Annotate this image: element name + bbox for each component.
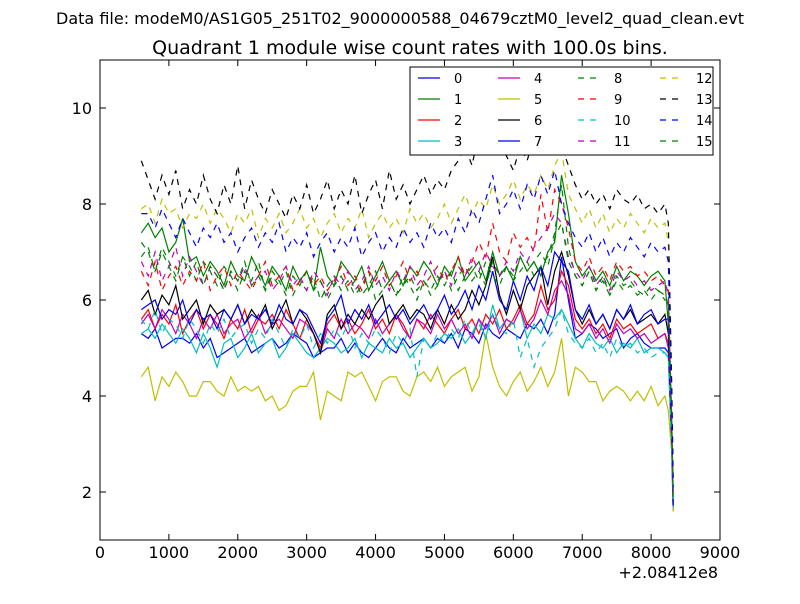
figure-suptitle: Data file: modeM0/AS1G05_251T02_90000005… bbox=[56, 9, 744, 29]
legend-entry-11: 11 bbox=[578, 135, 631, 150]
legend-label: 7 bbox=[534, 135, 542, 150]
x-tick-label: 9000 bbox=[700, 543, 741, 562]
series-line-8 bbox=[140, 184, 674, 493]
legend-label: 9 bbox=[614, 93, 622, 108]
series-line-10 bbox=[140, 307, 674, 507]
legend-label: 5 bbox=[534, 93, 542, 108]
series-line-11 bbox=[140, 212, 674, 493]
legend-label: 11 bbox=[614, 135, 631, 150]
x-tick-label: 3000 bbox=[286, 543, 327, 562]
legend-label: 6 bbox=[534, 114, 542, 129]
chart-title: Quadrant 1 module wise count rates with … bbox=[152, 37, 668, 59]
legend-entry-0: 0 bbox=[418, 72, 462, 87]
series-line-15 bbox=[140, 221, 674, 497]
legend-label: 3 bbox=[454, 135, 462, 150]
legend-entry-9: 9 bbox=[578, 93, 622, 108]
series-line-1 bbox=[140, 175, 674, 497]
legend-box bbox=[409, 66, 714, 156]
series-lines bbox=[140, 103, 674, 512]
legend-entry-13: 13 bbox=[660, 93, 713, 108]
series-line-13 bbox=[140, 103, 674, 478]
legend-entry-12: 12 bbox=[660, 72, 713, 87]
legend-label: 13 bbox=[696, 93, 713, 108]
legend-label: 1 bbox=[454, 93, 462, 108]
legend-label: 14 bbox=[696, 114, 713, 129]
legend-label: 15 bbox=[696, 135, 713, 150]
y-tick-label: 2 bbox=[82, 483, 92, 502]
series-line-0 bbox=[140, 256, 674, 507]
legend-label: 8 bbox=[614, 72, 622, 87]
y-tick-label: 6 bbox=[82, 291, 92, 310]
x-tick-label: 1000 bbox=[149, 543, 190, 562]
series-line-14 bbox=[141, 170, 674, 488]
legend-label: 0 bbox=[454, 72, 462, 87]
legend-entry-8: 8 bbox=[578, 72, 622, 87]
legend-entry-1: 1 bbox=[418, 93, 462, 108]
legend-entry-15: 15 bbox=[660, 135, 713, 150]
legend-entry-3: 3 bbox=[418, 135, 462, 150]
series-line-12 bbox=[140, 149, 674, 483]
series-line-4 bbox=[140, 279, 674, 512]
y-tick-label: 10 bbox=[72, 99, 92, 118]
x-tick-label: 2000 bbox=[217, 543, 258, 562]
x-tick-label: 7000 bbox=[562, 543, 603, 562]
series-line-9 bbox=[140, 187, 674, 493]
x-tick-label: 5000 bbox=[424, 543, 465, 562]
x-tick-label: 8000 bbox=[631, 543, 672, 562]
series-line-7 bbox=[140, 250, 674, 507]
legend-label: 12 bbox=[696, 72, 713, 87]
legend-entry-5: 5 bbox=[498, 93, 542, 108]
legend-entry-2: 2 bbox=[418, 114, 462, 129]
legend-entry-14: 14 bbox=[660, 114, 713, 129]
legend-entry-10: 10 bbox=[578, 114, 631, 129]
x-offset-label: +2.08412e8 bbox=[618, 563, 718, 582]
legend-label: 2 bbox=[454, 114, 462, 129]
series-line-5 bbox=[140, 333, 674, 512]
legend-entry-4: 4 bbox=[498, 72, 542, 87]
x-tick-label: 0 bbox=[95, 543, 105, 562]
axis-ticks: 0 1000 2000 3000 4000 5000 6000 7000 8000 9000 2 4 6… bbox=[72, 60, 741, 562]
legend-label: 4 bbox=[534, 72, 542, 87]
legend-label: 10 bbox=[614, 114, 631, 129]
legend-entry-6: 6 bbox=[498, 114, 542, 129]
y-tick-label: 4 bbox=[82, 387, 92, 406]
x-tick-label: 6000 bbox=[493, 543, 534, 562]
legend-entry-7: 7 bbox=[498, 135, 542, 150]
x-tick-label: 4000 bbox=[355, 543, 396, 562]
y-tick-label: 8 bbox=[82, 195, 92, 214]
